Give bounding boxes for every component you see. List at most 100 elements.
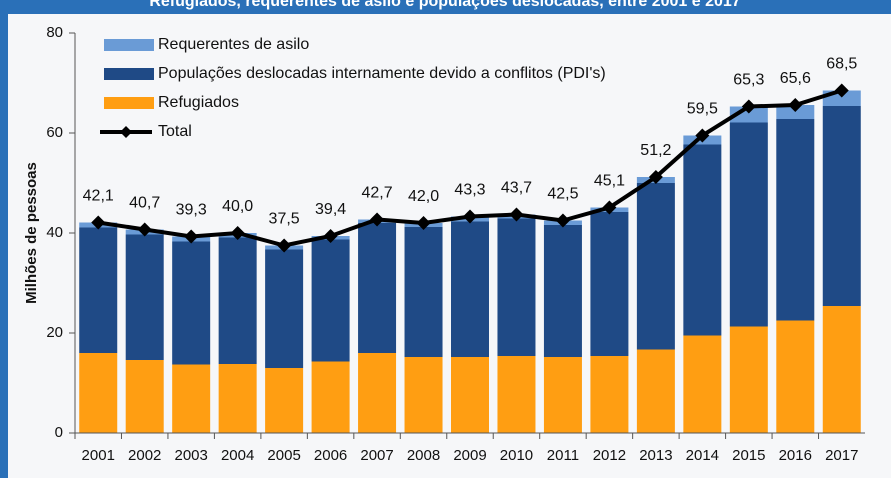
x-tick-label: 2005 <box>267 447 300 464</box>
bar-segment <box>729 326 768 433</box>
x-tick-label: 2014 <box>686 447 719 464</box>
bar-segment <box>172 241 211 365</box>
data-label: 43,7 <box>501 180 532 197</box>
bar-segment <box>636 349 675 433</box>
x-tick-label: 2008 <box>407 447 440 464</box>
bar-segment <box>218 364 257 433</box>
x-tick-label: 2004 <box>221 447 254 464</box>
total-marker <box>416 216 431 230</box>
bar-segment <box>311 239 350 362</box>
legend-swatch <box>104 97 154 109</box>
bar-segment <box>311 361 350 433</box>
total-marker <box>695 128 710 143</box>
bar-segment <box>683 144 722 336</box>
bar-segment <box>125 234 164 360</box>
bar-segment <box>590 356 629 433</box>
x-tick-label: 2013 <box>639 447 672 464</box>
data-label: 37,5 <box>269 211 300 228</box>
bar-segment <box>543 225 582 357</box>
bar-segment <box>636 183 675 350</box>
x-tick-label: 2010 <box>500 447 533 464</box>
data-label: 43,3 <box>454 182 485 199</box>
total-marker <box>648 170 663 184</box>
data-label: 42,5 <box>547 186 578 203</box>
data-label: 39,4 <box>315 201 346 218</box>
bar-segment <box>729 122 768 327</box>
data-label: 68,5 <box>826 56 857 73</box>
bar-segment <box>358 223 397 353</box>
bar-segment <box>265 368 304 433</box>
total-marker <box>555 213 570 228</box>
data-label: 65,3 <box>733 72 764 89</box>
bar-segment <box>590 212 629 356</box>
data-label: 42,0 <box>408 188 439 205</box>
x-tick-label: 2003 <box>174 447 207 464</box>
bar-segment <box>497 356 536 433</box>
total-marker <box>602 200 617 215</box>
data-label: 42,1 <box>83 188 114 205</box>
total-marker <box>463 209 477 224</box>
bar-segment <box>543 357 582 433</box>
bar-segment <box>776 119 815 321</box>
data-label: 59,5 <box>687 101 718 118</box>
x-tick-label: 2009 <box>453 447 486 464</box>
legend-swatch <box>104 39 154 51</box>
legend-marker <box>120 126 132 138</box>
bar-segment <box>125 360 164 433</box>
y-tick-label: 80 <box>46 24 63 41</box>
x-tick-label: 2016 <box>779 447 812 464</box>
data-label: 51,2 <box>640 142 671 159</box>
x-tick-label: 2017 <box>825 447 858 464</box>
y-axis-label: Milhões de pessoas <box>23 162 40 304</box>
bar-segment <box>79 353 118 433</box>
data-label: 42,7 <box>361 185 392 202</box>
x-tick-label: 2006 <box>314 447 347 464</box>
total-marker <box>370 212 385 227</box>
bar-segment <box>822 106 861 306</box>
y-tick-label: 0 <box>55 424 63 441</box>
data-label: 40,7 <box>129 195 160 212</box>
total-marker <box>230 226 245 240</box>
legend-swatch <box>104 68 154 80</box>
legend-label: Populações deslocadas internamente devid… <box>158 65 606 82</box>
data-label: 39,3 <box>176 202 207 219</box>
total-marker <box>834 83 849 98</box>
bar-segment <box>683 335 722 433</box>
bar-segment <box>776 320 815 433</box>
bar-segment <box>218 237 257 364</box>
bar-segment <box>822 306 861 433</box>
total-marker <box>184 229 199 244</box>
bar-segment <box>404 227 443 357</box>
x-tick-label: 2002 <box>128 447 161 464</box>
bar-segment <box>358 353 397 433</box>
total-marker <box>323 229 338 243</box>
data-label: 65,6 <box>780 70 811 87</box>
bar-segment <box>497 218 536 356</box>
y-tick-label: 40 <box>46 224 63 241</box>
x-tick-label: 2007 <box>360 447 393 464</box>
total-marker <box>509 207 524 222</box>
bar-segment <box>451 221 489 357</box>
total-marker <box>277 238 292 253</box>
data-label: 45,1 <box>594 173 625 190</box>
total-marker <box>91 215 106 230</box>
bar-segment <box>172 364 211 433</box>
bar-segment <box>265 249 304 368</box>
x-tick-label: 2015 <box>732 447 765 464</box>
legend-label: Refugiados <box>158 94 239 111</box>
bar-segment <box>404 357 443 433</box>
legend-label: Requerentes de asilo <box>158 36 309 53</box>
total-marker <box>741 99 756 114</box>
chart-title: Refugiados, requerentes de asilo e popul… <box>149 0 740 10</box>
legend-label: Total <box>158 123 192 140</box>
data-label: 40,0 <box>222 198 253 215</box>
total-marker <box>788 98 803 112</box>
y-tick-label: 60 <box>46 124 63 141</box>
bar-segment <box>79 227 118 353</box>
x-tick-label: 2011 <box>547 447 579 464</box>
bar-segment <box>451 357 489 433</box>
x-tick-label: 2001 <box>82 447 115 464</box>
y-tick-label: 20 <box>46 324 63 341</box>
